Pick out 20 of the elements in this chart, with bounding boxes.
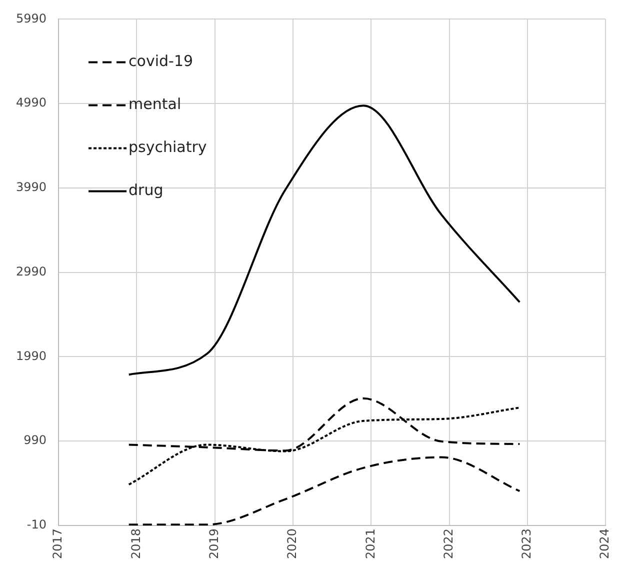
x-tick-label: 2019	[206, 528, 221, 560]
legend-label: psychiatry	[128, 138, 207, 156]
y-tick-label: 4990	[16, 96, 47, 110]
x-tick-label: 2022	[441, 528, 456, 560]
y-tick-label: 2990	[16, 264, 47, 278]
x-tick-label: 2024	[598, 528, 612, 560]
legend-label: mental	[128, 95, 182, 114]
x-tick-label: 2020	[285, 528, 300, 560]
x-tick-label: 2017	[50, 528, 65, 560]
y-tick-label: 1990	[16, 348, 47, 363]
y-tick-label: -10	[26, 518, 47, 532]
line-series	[128, 456, 521, 526]
y-tick-label: 5990	[16, 11, 47, 26]
y-tick-label: 3990	[16, 180, 47, 194]
y-tick-label: 990	[24, 433, 47, 448]
x-tick-label: 2018	[128, 528, 143, 560]
legend-label: covid-19	[128, 52, 194, 70]
x-tick-label: 2021	[363, 528, 378, 560]
legend-label: drug	[128, 181, 164, 200]
x-tick-label: 2023	[520, 528, 534, 560]
